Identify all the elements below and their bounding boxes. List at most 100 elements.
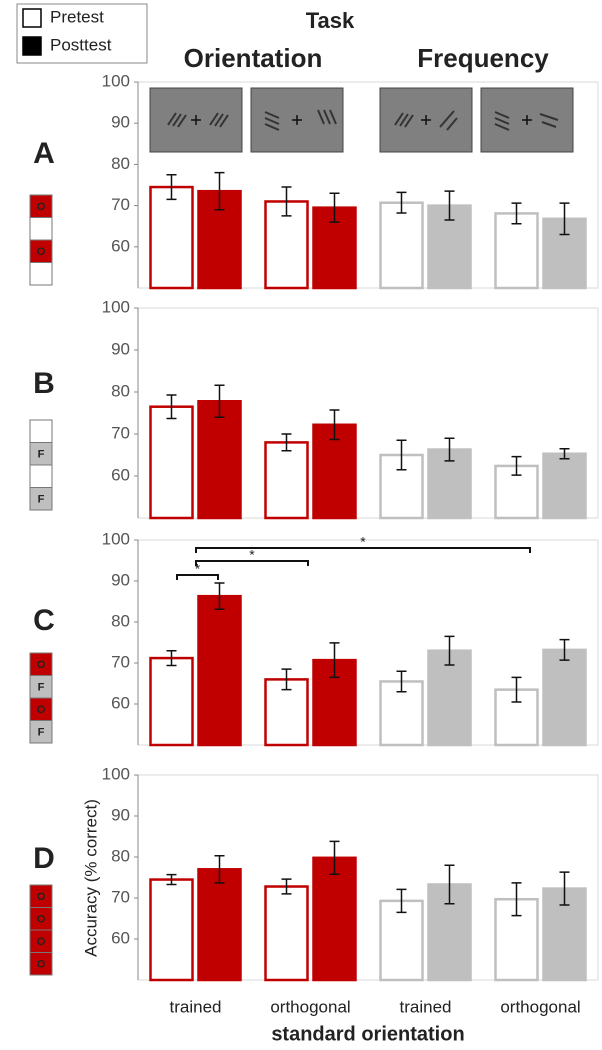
error-bar <box>281 878 292 895</box>
block-label: O <box>37 936 46 948</box>
pretest-bar <box>149 656 194 747</box>
error-bar <box>444 190 455 221</box>
pretest-bar <box>149 405 194 520</box>
group-label: Frequency <box>417 43 549 73</box>
y-tick-label: 60 <box>111 693 130 712</box>
posttest-bar <box>197 868 242 982</box>
pretest-bar <box>264 441 309 520</box>
legend-swatch <box>22 8 42 28</box>
pretest-bar <box>379 899 424 982</box>
block <box>29 487 53 511</box>
pretest-bar <box>264 885 309 982</box>
posttest-bar <box>427 448 472 520</box>
error-bar <box>559 638 570 661</box>
significance-label: * <box>249 547 255 563</box>
block-label: O <box>37 201 46 213</box>
x-tick-label: orthogonal <box>270 997 350 1016</box>
block-label: O <box>37 913 46 925</box>
y-tick-label: 90 <box>111 339 130 358</box>
panel-label: D <box>33 842 55 875</box>
error-bar <box>166 173 177 201</box>
stimuli <box>149 87 574 153</box>
y-tick-label: 80 <box>111 846 130 865</box>
block <box>29 262 53 286</box>
block-label: O <box>37 659 46 671</box>
error-bar <box>166 649 177 667</box>
error-bar <box>166 394 177 420</box>
error-bar <box>559 202 570 236</box>
y-tick-label: 80 <box>111 381 130 400</box>
error-bar <box>166 873 177 886</box>
posttest-bar <box>312 423 357 520</box>
error-bar <box>281 433 292 452</box>
block-label: F <box>38 448 45 460</box>
y-tick-label: 90 <box>111 805 130 824</box>
significance-bracket <box>195 547 531 553</box>
y-tick-label: 100 <box>102 71 130 90</box>
y-tick-label: 90 <box>111 570 130 589</box>
posttest-bar <box>312 856 357 982</box>
pretest-bar <box>379 201 424 290</box>
y-tick-label: 60 <box>111 928 130 947</box>
error-bar <box>444 864 455 905</box>
error-bar <box>281 186 292 217</box>
block <box>29 217 53 241</box>
panel-label: A <box>33 137 55 170</box>
block-label: O <box>37 246 46 258</box>
error-bar <box>214 582 225 611</box>
pretest-bar <box>149 185 194 290</box>
block-label: F <box>38 681 45 693</box>
x-tick-label: trained <box>400 997 452 1016</box>
error-bar <box>329 192 340 223</box>
error-bar <box>444 635 455 666</box>
y-tick-label: 100 <box>102 297 130 316</box>
y-tick-label: 80 <box>111 154 130 173</box>
block-label: F <box>38 726 45 738</box>
x-axis-label: standard orientation <box>271 1023 464 1045</box>
error-bar <box>214 171 225 211</box>
posttest-bar <box>197 594 242 747</box>
y-axis-label: Accuracy (% correct) <box>81 799 100 957</box>
error-bar <box>511 676 522 703</box>
error-bar <box>396 888 407 914</box>
error-bar <box>511 202 522 225</box>
significance-bracket <box>195 560 309 566</box>
block <box>29 720 53 744</box>
block-label: F <box>38 493 45 505</box>
pretest-bar <box>379 680 424 747</box>
block-label: O <box>37 958 46 970</box>
y-tick-label: 70 <box>111 652 130 671</box>
significance-label: * <box>360 534 366 550</box>
y-tick-label: 70 <box>111 423 130 442</box>
error-bar <box>396 670 407 693</box>
error-bar <box>396 439 407 471</box>
panel-label: C <box>33 604 55 637</box>
posttest-bar <box>197 399 242 520</box>
error-bar <box>511 882 522 917</box>
block <box>29 419 53 443</box>
error-bar <box>559 447 570 460</box>
x-tick-label: orthogonal <box>500 997 580 1016</box>
task-title: Task <box>306 8 355 33</box>
posttest-bar <box>542 648 587 747</box>
error-bar <box>511 455 522 476</box>
y-tick-label: 70 <box>111 887 130 906</box>
y-tick-label: 90 <box>111 113 130 132</box>
error-bar <box>281 668 292 691</box>
block <box>29 464 53 488</box>
posttest-bar <box>427 649 472 747</box>
posttest-bar <box>542 452 587 520</box>
error-bar <box>329 642 340 679</box>
error-bar <box>214 384 225 418</box>
error-bar <box>329 409 340 441</box>
legend-label: Pretest <box>50 7 104 26</box>
x-tick-label: trained <box>170 997 222 1016</box>
significance-label: * <box>195 561 201 577</box>
error-bar <box>396 191 407 214</box>
error-bar <box>559 871 570 906</box>
legend-swatch <box>22 36 42 56</box>
y-tick-label: 100 <box>102 764 130 783</box>
y-tick-label: 100 <box>102 529 130 548</box>
significance-bracket <box>176 574 219 580</box>
